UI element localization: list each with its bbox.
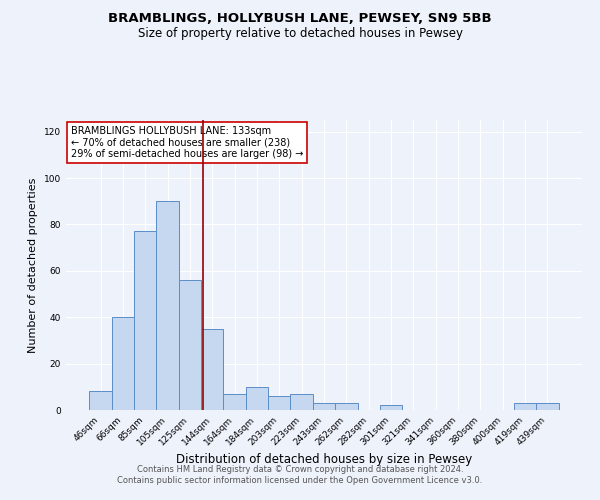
Bar (536, 403, 559, 410)
Bar (201, 329, 223, 410)
Bar (157, 201, 179, 410)
Bar (246, 387, 268, 410)
Bar (335, 403, 358, 410)
Bar (290, 394, 313, 410)
Bar (514, 403, 536, 410)
Text: Size of property relative to detached houses in Pewsey: Size of property relative to detached ho… (137, 28, 463, 40)
Bar (380, 406, 402, 410)
X-axis label: Distribution of detached houses by size in Pewsey: Distribution of detached houses by size … (176, 452, 472, 466)
Bar (112, 317, 134, 410)
Text: Contains HM Land Registry data © Crown copyright and database right 2024.: Contains HM Land Registry data © Crown c… (137, 465, 463, 474)
Bar (268, 396, 290, 410)
Bar (223, 394, 246, 410)
Bar (179, 280, 201, 410)
Text: BRAMBLINGS HOLLYBUSH LANE: 133sqm
← 70% of detached houses are smaller (238)
29%: BRAMBLINGS HOLLYBUSH LANE: 133sqm ← 70% … (71, 126, 304, 159)
Text: BRAMBLINGS, HOLLYBUSH LANE, PEWSEY, SN9 5BB: BRAMBLINGS, HOLLYBUSH LANE, PEWSEY, SN9 … (108, 12, 492, 26)
Y-axis label: Number of detached properties: Number of detached properties (28, 178, 38, 352)
Bar (313, 403, 335, 410)
Bar (89, 392, 112, 410)
Bar (134, 232, 157, 410)
Text: Contains public sector information licensed under the Open Government Licence v3: Contains public sector information licen… (118, 476, 482, 485)
